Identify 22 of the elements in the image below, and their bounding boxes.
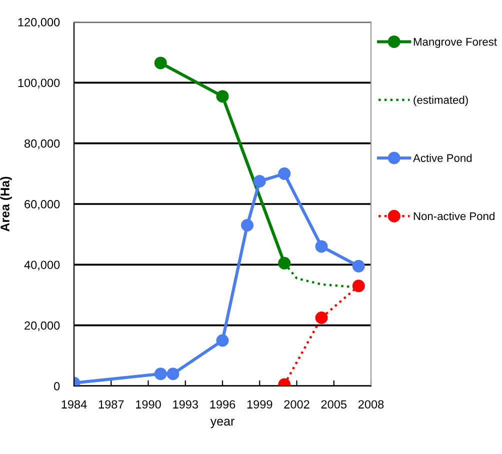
x-tick-label: 2002 bbox=[284, 400, 310, 409]
x-tick-label: 1996 bbox=[210, 400, 236, 409]
x-tick-label: 2005 bbox=[321, 400, 347, 409]
x-tick-label: 1993 bbox=[173, 400, 198, 409]
x-tick-label: 1999 bbox=[247, 400, 272, 409]
y-axis-title: Area (Ha) bbox=[0, 176, 12, 232]
y-tick-label: 40,000 bbox=[24, 260, 60, 270]
x-tick-label: 1987 bbox=[98, 400, 124, 409]
x-tick-label: 2008 bbox=[358, 400, 384, 409]
y-tick-label: 60,000 bbox=[24, 200, 60, 210]
legend-label: Active Pond bbox=[413, 154, 472, 162]
legend-label: Non-active Pond bbox=[414, 212, 494, 220]
legend-label: Mangrove Forest bbox=[414, 38, 497, 48]
y-tick-label: 120,000 bbox=[18, 18, 60, 28]
y-tick-label: 20,000 bbox=[24, 321, 60, 332]
x-axis-title: year bbox=[210, 418, 234, 428]
legend-label: (estimated) bbox=[414, 96, 468, 106]
y-tick-label: 80,000 bbox=[24, 139, 60, 150]
y-tick-label: 100,000 bbox=[18, 78, 60, 88]
x-tick-label: 1984 bbox=[62, 400, 87, 409]
y-tick-label: 0 bbox=[54, 382, 60, 390]
x-tick-label: 1990 bbox=[136, 400, 161, 409]
